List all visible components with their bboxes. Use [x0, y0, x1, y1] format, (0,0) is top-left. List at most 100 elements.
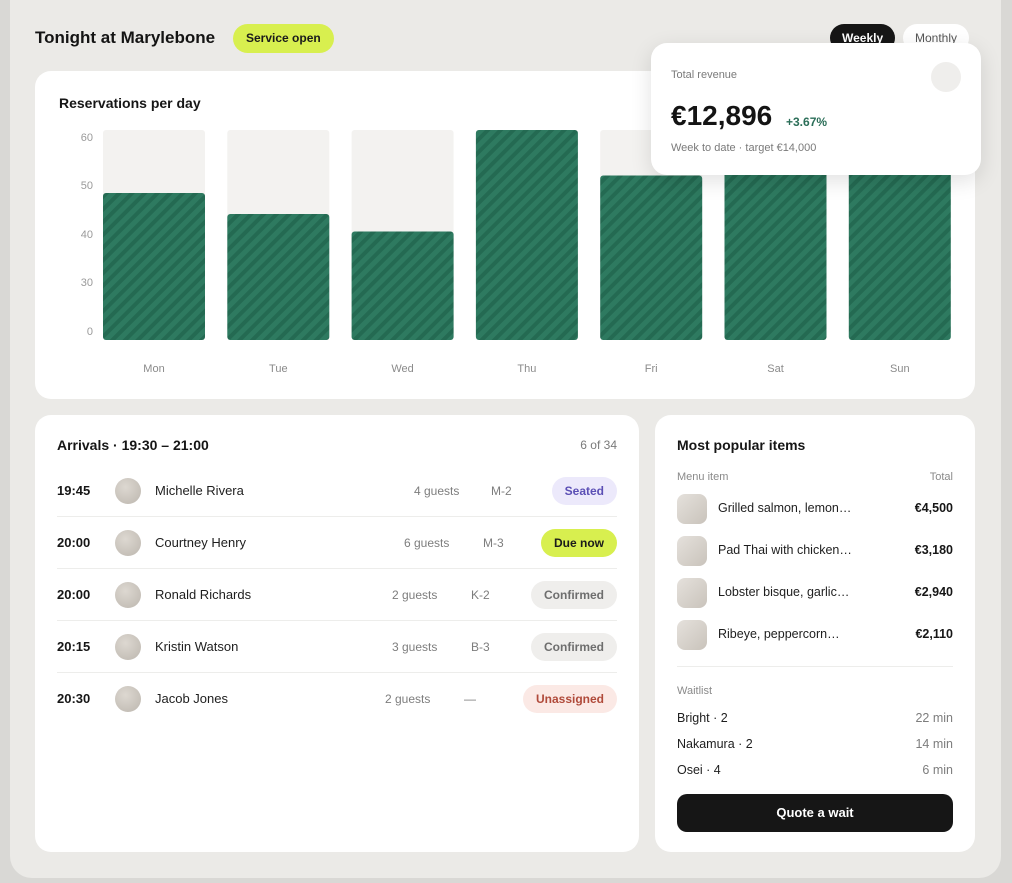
x-tick-label: Wed — [391, 363, 413, 375]
menu-item-total: €4,500 — [914, 501, 953, 515]
menu-item-name: Lobster bisque, garlic… — [718, 585, 850, 599]
x-tick-label: Thu — [517, 363, 536, 375]
party-size: 6 guests — [404, 536, 450, 550]
arrivals-title: Arrivals · 19:30 – 21:00 — [57, 437, 209, 453]
revenue-delta: +3.67% — [786, 115, 828, 129]
bar-sat[interactable] — [724, 158, 827, 340]
arrivals-count: 6 of 34 — [580, 438, 617, 452]
party-size: 2 guests — [392, 588, 438, 602]
guest-name: Ronald Richards — [155, 587, 252, 602]
y-tick-label: 50 — [81, 180, 93, 192]
x-tick-label: Sun — [890, 363, 910, 375]
menu-item-name: Pad Thai with chicken… — [718, 543, 852, 557]
chart-title: Reservations per day — [59, 95, 201, 111]
arrivals-card: Arrivals · 19:30 – 21:00 6 of 34 19:45 M… — [35, 415, 639, 852]
table-id: B-3 — [471, 640, 490, 654]
x-tick-label: Tue — [269, 363, 288, 375]
dish-thumbnail — [677, 578, 707, 608]
table-id: K-2 — [471, 588, 490, 602]
bar-tue[interactable] — [227, 214, 330, 340]
waitlist-row[interactable]: Bright · 2 22 min — [677, 709, 953, 735]
status-badge[interactable]: Unassigned — [522, 685, 617, 713]
avatar — [115, 530, 141, 556]
column-header-item: Menu item — [677, 471, 729, 483]
x-tick-label: Sat — [767, 363, 784, 375]
column-header-total: Total — [929, 471, 953, 483]
reservations-bar-chart: 60 50 40 30 0 Mon Tue Wed Thu Fri Sat Sun — [81, 130, 951, 375]
x-tick-label: Mon — [143, 363, 164, 375]
divider — [677, 666, 953, 667]
waitlist-party: Osei · 4 — [677, 763, 721, 777]
party-size: 4 guests — [414, 484, 460, 498]
status-badge[interactable]: Seated — [551, 477, 617, 505]
arrival-row[interactable]: 20:15 Kristin Watson 3 guests B-3 Confir… — [57, 621, 617, 673]
menu-item-name: Ribeye, peppercorn… — [718, 627, 840, 641]
revenue-subtitle: Week to date · target €14,000 — [671, 142, 817, 154]
waitlist-row[interactable]: Osei · 4 6 min — [677, 761, 953, 787]
service-status-badge: Service open — [233, 24, 334, 53]
quote-wait-button[interactable]: Quote a wait — [677, 794, 953, 832]
menu-item-total: €3,180 — [914, 543, 953, 557]
menu-item-row[interactable]: Grilled salmon, lemon… €4,500 — [677, 493, 953, 535]
menu-item-total: €2,940 — [914, 585, 953, 599]
status-badge[interactable]: Confirmed — [531, 581, 617, 609]
popular-title: Most popular items — [677, 437, 806, 453]
y-tick-label: 30 — [81, 277, 93, 289]
waitlist-time: 22 min — [915, 711, 953, 725]
arrival-time: 19:45 — [57, 483, 91, 498]
y-tick-label: 40 — [81, 229, 93, 241]
page-title: Tonight at Marylebone — [35, 28, 216, 47]
menu-item-row[interactable]: Lobster bisque, garlic… €2,940 — [677, 577, 953, 619]
dish-thumbnail — [677, 620, 707, 650]
table-id: M-3 — [483, 536, 504, 550]
guest-name: Courtney Henry — [155, 535, 247, 550]
status-badge[interactable]: Due now — [541, 529, 617, 557]
guest-name: Kristin Watson — [155, 639, 239, 654]
arrival-row[interactable]: 20:00 Ronald Richards 2 guests K-2 Confi… — [57, 569, 617, 621]
bar-wed[interactable] — [351, 231, 454, 341]
avatar — [115, 582, 141, 608]
waitlist-time: 14 min — [915, 737, 953, 751]
party-size: 3 guests — [392, 640, 438, 654]
revenue-label: Total revenue — [671, 69, 738, 81]
arrival-row[interactable]: 20:30 Jacob Jones 2 guests — Unassigned — [57, 673, 617, 725]
arrival-row[interactable]: 19:45 Michelle Rivera 4 guests M-2 Seate… — [57, 465, 617, 517]
dish-thumbnail — [677, 536, 707, 566]
avatar — [115, 686, 141, 712]
arrival-time: 20:30 — [57, 691, 91, 706]
bar-thu[interactable] — [475, 130, 578, 340]
waitlist: Bright · 2 22 min Nakamura · 2 14 min Os… — [677, 709, 953, 787]
total-revenue-card: Total revenue €12,896 +3.67% Week to dat… — [651, 43, 981, 175]
arrival-time: 20:00 — [57, 587, 91, 602]
waitlist-label: Waitlist — [677, 685, 713, 697]
bar-fri[interactable] — [600, 175, 703, 341]
x-tick-label: Fri — [645, 363, 658, 375]
bar-sun[interactable] — [848, 165, 951, 340]
menu-item-row[interactable]: Ribeye, peppercorn… €2,110 — [677, 619, 953, 661]
menu-item-name: Grilled salmon, lemon… — [718, 501, 852, 515]
arrivals-list: 19:45 Michelle Rivera 4 guests M-2 Seate… — [57, 465, 617, 725]
popular-items-card: Most popular items Menu item Total Grill… — [655, 415, 975, 852]
arrival-time: 20:15 — [57, 639, 91, 654]
guest-name: Jacob Jones — [155, 691, 228, 706]
waitlist-row[interactable]: Nakamura · 2 14 min — [677, 735, 953, 761]
guest-name: Michelle Rivera — [155, 483, 244, 498]
menu-item-total: €2,110 — [915, 627, 953, 641]
waitlist-party: Nakamura · 2 — [677, 737, 753, 751]
popular-items-list: Grilled salmon, lemon… €4,500 Pad Thai w… — [677, 493, 953, 661]
y-tick-label: 0 — [87, 326, 93, 338]
party-size: 2 guests — [385, 692, 431, 706]
status-badge[interactable]: Confirmed — [531, 633, 617, 661]
bar-mon[interactable] — [103, 193, 205, 340]
revenue-value: €12,896 — [671, 100, 773, 131]
waitlist-party: Bright · 2 — [677, 711, 728, 725]
avatar — [115, 634, 141, 660]
menu-item-row[interactable]: Pad Thai with chicken… €3,180 — [677, 535, 953, 577]
dish-thumbnail — [677, 494, 707, 524]
reservations-chart-card: Reservations per day 60 50 40 30 0 Mon Tue Wed T… — [35, 71, 975, 399]
revenue-menu-icon[interactable] — [931, 62, 961, 92]
arrival-row[interactable]: 20:00 Courtney Henry 6 guests M-3 Due no… — [57, 517, 617, 569]
arrival-time: 20:00 — [57, 535, 91, 550]
y-tick-label: 60 — [81, 132, 93, 144]
table-id: M-2 — [491, 484, 512, 498]
